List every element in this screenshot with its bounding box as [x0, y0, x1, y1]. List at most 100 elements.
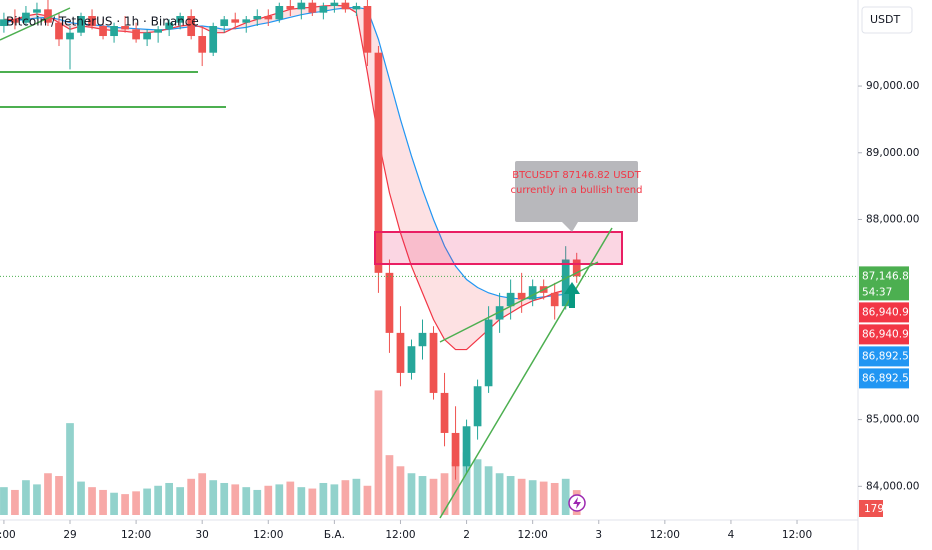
arrow-up [564, 282, 580, 308]
candle-body [165, 22, 173, 30]
volume-bar [231, 484, 240, 515]
callout-tail [562, 222, 578, 232]
zone [374, 231, 623, 265]
volume-bar [99, 489, 107, 515]
volume-bar [495, 473, 504, 515]
candle-body [297, 2, 306, 10]
candle-body [44, 9, 52, 23]
volume-bar [484, 466, 493, 515]
volume-bar [330, 484, 339, 515]
price-tag [859, 266, 909, 301]
candle-body [286, 6, 295, 10]
candle-body [55, 22, 63, 40]
candle-body [484, 319, 493, 387]
volume-bar [418, 476, 427, 515]
volume-bar [132, 491, 140, 515]
candle-body [66, 32, 74, 40]
candle-body [308, 2, 317, 13]
price-tag-label: 86,940.943288 [862, 306, 932, 318]
volume-bar [143, 488, 151, 515]
candle-body [121, 26, 129, 30]
volume-bar [66, 423, 74, 515]
price-tag-label: 86,892.528574 [862, 372, 932, 384]
currency-label[interactable]: USDT [870, 13, 901, 26]
candle-body [99, 26, 107, 37]
candle-body [561, 259, 570, 307]
candle-body [341, 2, 350, 10]
candle-body [319, 6, 328, 13]
candle-body [275, 6, 284, 20]
candle-body [220, 19, 229, 27]
candle-body [22, 12, 30, 23]
x-tick-label: 3 [595, 529, 602, 541]
volume-bar [253, 489, 262, 515]
ma-line [3, 4, 566, 351]
candle-body [462, 426, 471, 467]
volume-bar [363, 485, 372, 515]
volume-bar [517, 478, 526, 515]
candle-body [385, 272, 394, 333]
volume-bar [198, 473, 207, 515]
volume-bar [22, 480, 30, 515]
volume-bar [528, 480, 537, 515]
candle-body [550, 292, 559, 307]
candle-body [407, 346, 416, 373]
candle-body [396, 332, 405, 373]
candle-body [440, 392, 449, 433]
price-tag-label: 86,892.528574 [862, 350, 932, 362]
callout-text: BTCUSDT 87146.82 USDT [512, 170, 641, 181]
x-tick-label: 12:00 [121, 529, 151, 541]
candle-body [242, 19, 251, 23]
x-tick-label: 4 [728, 529, 735, 541]
volume-bar [165, 482, 173, 515]
volume-bar [286, 481, 295, 515]
candle-body [517, 292, 526, 300]
volume-bar [429, 478, 438, 515]
countdown: 54:37 [862, 286, 892, 298]
volume-tag [859, 500, 883, 517]
candle-body [330, 2, 339, 7]
volume-bar [396, 466, 405, 515]
volume-bar [154, 485, 162, 515]
volume-bar [374, 390, 383, 515]
volume-bar [473, 459, 482, 515]
candle-body [198, 36, 207, 53]
y-tick-label: 89,000.00 [866, 147, 919, 159]
volume-bar [176, 487, 185, 515]
price-tag-label: 86,940.943288 [862, 328, 932, 340]
ma-line [3, 6, 577, 300]
y-tick-label: 85,000.00 [866, 414, 919, 426]
volume-bar [11, 489, 19, 515]
drawings [0, 7, 638, 519]
currency-button[interactable] [861, 6, 913, 34]
x-tick-label: 12:00 [518, 529, 548, 541]
volume-bar [385, 455, 394, 515]
candle-body [0, 19, 8, 27]
candle-body [352, 6, 361, 10]
volume-bar [550, 482, 559, 515]
x-tick-label: 12:00 [650, 529, 680, 541]
volume-bar [88, 487, 96, 515]
price-tag [859, 368, 909, 389]
candle-body [429, 332, 438, 393]
volume-bar [561, 478, 570, 515]
candle-body [374, 52, 383, 273]
candle-body [264, 16, 273, 20]
callout [515, 161, 638, 222]
y-tick-label: 84,000.00 [866, 480, 919, 492]
volume-bar [121, 494, 129, 515]
candle-body [253, 16, 262, 20]
volume-bar [462, 452, 471, 515]
volume-bar [275, 484, 284, 515]
wedge-line [439, 227, 613, 519]
candle-body [418, 332, 427, 347]
volume-bar [242, 487, 251, 515]
price-tag-label: 87,146.82 [862, 270, 915, 282]
volume-bar [341, 480, 350, 515]
candle-body [11, 19, 19, 23]
candle-body [572, 259, 581, 277]
x-tick-label: 29 [63, 529, 76, 541]
y-tick-label: 88,000.00 [866, 213, 919, 225]
volume-bar [297, 487, 306, 515]
